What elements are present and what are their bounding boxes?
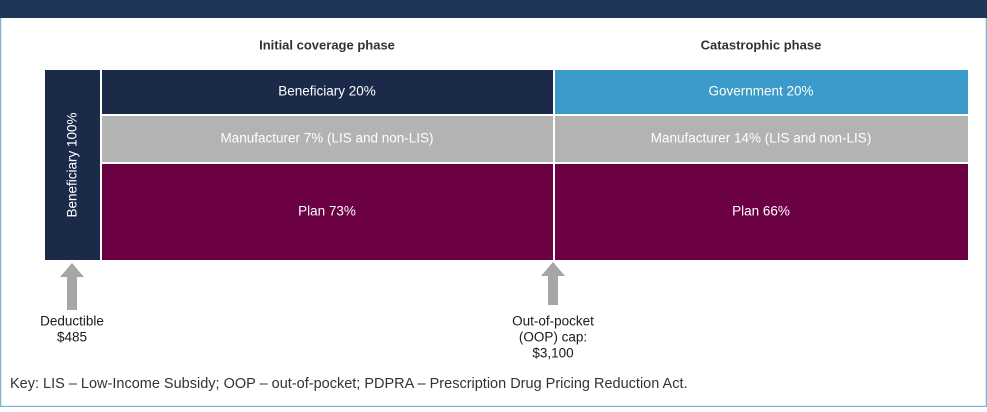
segment-label: Plan 66% bbox=[732, 204, 790, 219]
segment-label: Manufacturer 14% (LIS and non-LIS) bbox=[651, 131, 872, 146]
segment bbox=[102, 70, 553, 114]
marker-label: Deductible bbox=[40, 314, 104, 329]
header-bar bbox=[0, 0, 987, 18]
arrow bbox=[541, 262, 565, 305]
segment bbox=[555, 70, 968, 114]
arrow bbox=[60, 263, 84, 310]
segment bbox=[555, 164, 968, 260]
segment-label: Government 20% bbox=[708, 84, 813, 99]
deductible-block bbox=[45, 70, 100, 260]
marker-label: $3,100 bbox=[532, 346, 573, 361]
segment bbox=[555, 116, 968, 162]
marker-label: (OOP) cap: bbox=[519, 330, 587, 345]
segment-label: Plan 73% bbox=[298, 204, 356, 219]
segment bbox=[102, 116, 553, 162]
segment-label: Beneficiary 20% bbox=[278, 84, 376, 99]
phase-title: Catastrophic phase bbox=[701, 37, 822, 52]
marker-label: $485 bbox=[57, 330, 87, 345]
segment-label: Manufacturer 7% (LIS and non-LIS) bbox=[220, 131, 433, 146]
segment bbox=[102, 164, 553, 260]
block-label: Beneficiary 100% bbox=[65, 112, 80, 217]
key: Key: LIS – Low-Income Subsidy; OOP – out… bbox=[10, 376, 688, 392]
phase-title: Initial coverage phase bbox=[259, 37, 395, 52]
marker-label: Out-of-pocket bbox=[512, 314, 594, 329]
